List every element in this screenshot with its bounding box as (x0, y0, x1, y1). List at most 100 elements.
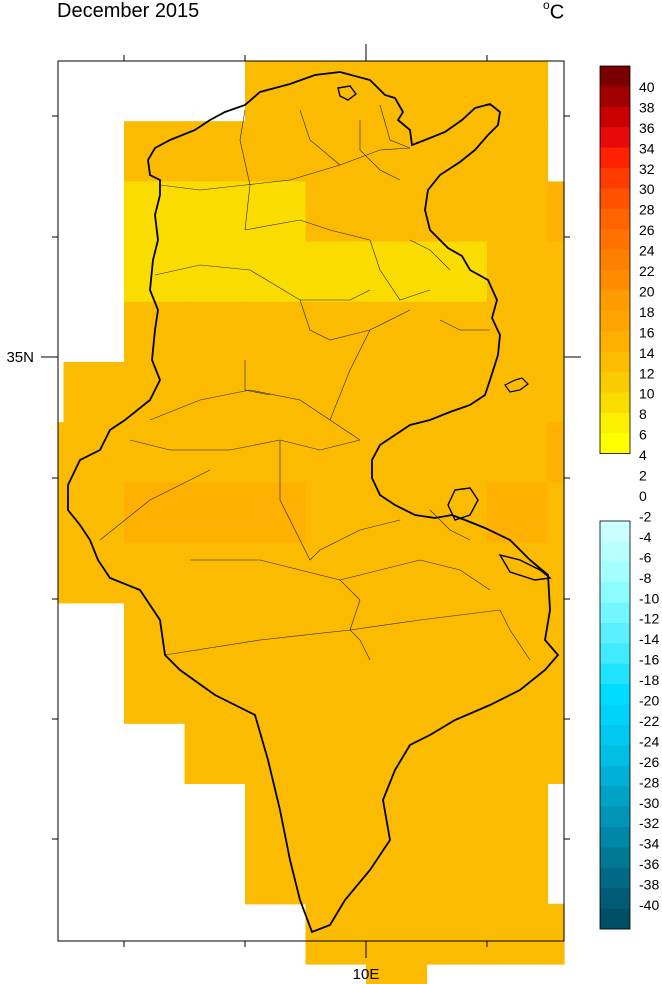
grid-cell (426, 482, 488, 544)
colorbar-tick-label: -40 (639, 897, 659, 913)
grid-cell (547, 903, 565, 965)
grid-cell (184, 241, 246, 303)
colorbar-segment (600, 704, 630, 726)
colorbar-segment (600, 541, 630, 563)
grid-cell (487, 843, 549, 905)
grid-cell (366, 181, 428, 243)
colorbar-segment (600, 412, 630, 434)
grid-cell (366, 362, 428, 423)
colorbar-segment (600, 827, 630, 848)
grid-cell (305, 663, 367, 724)
colorbar-segment (600, 582, 630, 603)
colorbar-tick-label: -28 (639, 774, 659, 790)
colorbar-segment (600, 66, 630, 87)
colorbar-tick-label: -18 (639, 672, 659, 688)
grid-cell (184, 723, 246, 784)
colorbar-tick-label: 10 (639, 386, 655, 402)
colorbar-tick-label: 20 (639, 284, 655, 300)
grid-cell (366, 964, 428, 984)
grid-cell (305, 362, 367, 423)
colorbar-segment (600, 290, 630, 312)
colorbar-tick-label: 2 (639, 468, 647, 484)
grid-cell (184, 602, 246, 664)
colorbar-segment (600, 208, 630, 230)
grid-cell (487, 61, 549, 122)
grid-cell (487, 602, 549, 664)
grid-cell (305, 241, 367, 303)
grid-cell (366, 602, 428, 664)
colorbar-segment (600, 765, 630, 787)
grid-cell (305, 121, 367, 182)
grid-cell (124, 422, 186, 483)
colorbar-tick-label: 0 (639, 488, 647, 504)
grid-cell (58, 482, 65, 544)
grid-cell (305, 422, 367, 483)
colorbar-tick-label: 36 (639, 120, 655, 136)
internal-borders (99, 104, 531, 661)
colorbar-tick-label: 18 (639, 304, 655, 320)
colorbar-tick-label: -4 (639, 529, 652, 545)
grid-cell (305, 181, 367, 243)
grid-cell (426, 362, 488, 423)
grid-cell (547, 663, 565, 724)
colorbar-segment (600, 847, 630, 869)
colorbar-segment (600, 745, 630, 767)
y-axis-label: 35N (6, 349, 34, 366)
grid-cell (124, 542, 186, 604)
colorbar-frame-warm (599, 65, 631, 455)
colorbar-segment (600, 331, 630, 352)
grid-cell (305, 602, 367, 664)
colorbar-segment (600, 725, 630, 746)
colorbar-tick-label: 26 (639, 222, 655, 238)
colorbar-tick-label: 4 (639, 447, 647, 463)
grid-cell (547, 181, 565, 243)
grid-cell (547, 542, 565, 604)
colorbar-tick-label: -32 (639, 815, 659, 831)
grid-cell (547, 301, 565, 363)
grid-cell (366, 301, 428, 363)
grid-cell (245, 723, 307, 784)
colorbar-segment (600, 908, 630, 930)
grid-cell (184, 121, 246, 182)
grid-cell (184, 422, 246, 483)
grid-cell (184, 482, 246, 544)
grid-cell (245, 301, 307, 363)
colorbar-tick-label: 40 (639, 79, 655, 95)
colorbar-tick-label: 6 (639, 427, 647, 443)
grid-cell (245, 181, 307, 243)
grid-cell (426, 783, 488, 845)
grid-cell (245, 241, 307, 303)
grid-cell (426, 723, 488, 784)
coastal-island (504, 377, 529, 393)
colorbar-segment (600, 392, 630, 414)
colorbar-tick-label: -26 (639, 754, 659, 770)
colorbar-segment (600, 188, 630, 210)
grid-cell (547, 482, 565, 544)
colorbar-tick-label: 28 (639, 202, 655, 218)
colorbar-tick-label: 8 (639, 406, 647, 422)
grid-cell (366, 903, 428, 965)
colorbar-segment (600, 168, 630, 189)
colorbar-segment (600, 433, 630, 454)
colorbar-tick-label: 34 (639, 140, 655, 156)
grid-cell (487, 362, 549, 423)
grid-cell (245, 482, 307, 544)
colorbar-tick-label: -30 (639, 795, 659, 811)
grid-cell (245, 422, 307, 483)
x-axis-label: 10E (353, 966, 380, 983)
djerba-island (498, 553, 552, 581)
grid-cell (426, 121, 488, 182)
grid-cell (426, 663, 488, 724)
colorbar-tick-label: 14 (639, 345, 655, 361)
grid-cell (305, 61, 367, 122)
colorbar-segment (600, 310, 630, 332)
grid-cell (63, 482, 125, 544)
colorbar-segment (600, 521, 630, 542)
colorbar-segment (600, 786, 630, 807)
grid-cell (245, 61, 307, 122)
grid-cell (547, 362, 565, 423)
grid-cell (124, 663, 186, 724)
colorbar-tick-label: -20 (639, 693, 659, 709)
colorbar-tick-label: -2 (639, 508, 652, 524)
colorbar-tick-label: 12 (639, 365, 655, 381)
